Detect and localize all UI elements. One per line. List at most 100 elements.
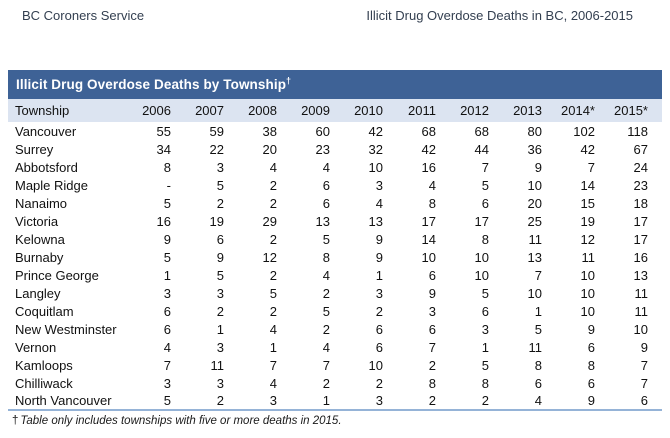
value-cell: 4: [322, 339, 330, 355]
value-cell: 7: [640, 375, 648, 391]
value-cell: 3: [216, 339, 224, 355]
value-cell: 42: [368, 123, 383, 139]
value-cell: 17: [633, 231, 648, 247]
value-cell: 118: [627, 123, 648, 139]
report-name: BC Coroners Service: [22, 8, 145, 23]
value-cell: 10: [580, 267, 595, 283]
value-cell: 22: [209, 141, 224, 157]
value-cell: 17: [633, 213, 648, 229]
value-cell: 60: [315, 123, 330, 139]
value-cell: 18: [633, 195, 648, 211]
value-cell: 3: [481, 321, 489, 337]
value-cell: 2: [269, 177, 277, 193]
footnote-text: Table only includes townships with five …: [20, 415, 342, 427]
value-cell: 8: [322, 249, 330, 265]
value-cell: 13: [315, 213, 330, 229]
value-cell: 6: [481, 303, 489, 319]
township-cell: Burnaby: [15, 249, 64, 265]
value-cell: 8: [587, 357, 595, 373]
table-row: Chilliwack 3 3 4 2 2 8 8 6 6 7: [8, 374, 662, 392]
value-cell: 4: [163, 339, 171, 355]
value-cell: 59: [209, 123, 224, 139]
value-cell: 2: [322, 321, 330, 337]
value-cell: 4: [322, 159, 330, 175]
table-row: Burnaby 5 9 12 8 9 10 10 13 11 16: [8, 248, 662, 266]
value-cell: 6: [587, 375, 595, 391]
township-cell: New Westminster: [15, 321, 117, 337]
column-header-year: 2008: [248, 103, 277, 118]
value-cell: 5: [322, 231, 330, 247]
column-header-year: 2009: [301, 103, 330, 118]
table-row: Victoria 16 19 29 13 13 17 17 25 19 17: [8, 212, 662, 230]
value-cell: 3: [216, 285, 224, 301]
table-row: Maple Ridge - 5 2 6 3 4 5 10 14 23: [8, 176, 662, 194]
value-cell: 16: [421, 159, 436, 175]
township-cell: Coquitlam: [15, 303, 74, 319]
value-cell: 6: [322, 195, 330, 211]
value-cell: 13: [368, 213, 383, 229]
value-cell: 3: [216, 159, 224, 175]
value-cell: 9: [587, 393, 595, 408]
table-title-dagger: †: [286, 75, 292, 86]
value-cell: 11: [581, 249, 596, 265]
value-cell: 42: [421, 141, 436, 157]
value-cell: 9: [216, 249, 224, 265]
value-cell: 6: [216, 231, 224, 247]
table-row: Kamloops 7 11 7 7 10 2 5 8 8 7: [8, 356, 662, 374]
value-cell: 20: [262, 141, 277, 157]
table-row: Vancouver 55 59 38 60 42 68 68 80 102 118: [8, 122, 662, 140]
column-header-year: 2014*: [561, 103, 595, 118]
value-cell: 25: [527, 213, 542, 229]
table-header: Township 2006 2007 2008 2009 2010 2011 2012 2013…: [8, 99, 662, 122]
value-cell: 5: [216, 267, 224, 283]
value-cell: 11: [634, 303, 649, 319]
value-cell: 5: [163, 195, 171, 211]
value-cell: 3: [216, 375, 224, 391]
value-cell: 2: [269, 231, 277, 247]
value-cell: 8: [534, 357, 542, 373]
value-cell: 29: [262, 213, 277, 229]
value-cell: 42: [580, 141, 595, 157]
value-cell: 2: [322, 375, 330, 391]
value-cell: 68: [421, 123, 436, 139]
column-header-year: 2012: [460, 103, 489, 118]
table-header-row: Township 2006 2007 2008 2009 2010 2011 2012 2013…: [8, 99, 662, 122]
value-cell: 2: [428, 357, 436, 373]
value-cell: 44: [474, 141, 489, 157]
value-cell: 9: [428, 285, 436, 301]
table-row: Coquitlam 6 2 2 5 2 3 6 1 10 11: [8, 302, 662, 320]
value-cell: 19: [580, 213, 595, 229]
value-cell: 8: [163, 159, 171, 175]
value-cell: 10: [527, 177, 542, 193]
value-cell: 6: [481, 195, 489, 211]
value-cell: 13: [527, 249, 542, 265]
value-cell: 8: [481, 375, 489, 391]
value-cell: 10: [580, 285, 595, 301]
value-cell: 10: [633, 321, 648, 337]
value-cell: 9: [375, 249, 383, 265]
value-cell: 10: [527, 285, 542, 301]
township-cell: Vernon: [15, 339, 57, 355]
township-cell: Victoria: [15, 213, 59, 229]
value-cell: 7: [587, 159, 595, 175]
value-cell: 4: [428, 177, 436, 193]
value-cell: 10: [580, 303, 595, 319]
value-cell: 1: [163, 267, 171, 283]
value-cell: 4: [322, 267, 330, 283]
township-cell: Vancouver: [15, 123, 77, 139]
data-table: Township 2006 2007 2008 2009 2010 2011 2012 2013…: [8, 99, 662, 411]
value-cell: 4: [534, 393, 542, 408]
value-cell: 9: [640, 339, 648, 355]
value-cell: 11: [210, 357, 225, 373]
township-cell: Surrey: [15, 141, 54, 157]
value-cell: 7: [322, 357, 330, 373]
value-cell: 11: [634, 285, 649, 301]
column-header-township: Township: [15, 103, 70, 118]
table-title: Illicit Drug Overdose Deaths by Township…: [8, 70, 662, 99]
overdose-table: Illicit Drug Overdose Deaths by Township…: [8, 70, 662, 427]
value-cell: 8: [481, 231, 489, 247]
township-cell: Chilliwack: [15, 375, 73, 391]
value-cell: 1: [269, 339, 277, 355]
column-header-year: 2011: [408, 103, 436, 118]
value-cell: 16: [633, 249, 648, 265]
